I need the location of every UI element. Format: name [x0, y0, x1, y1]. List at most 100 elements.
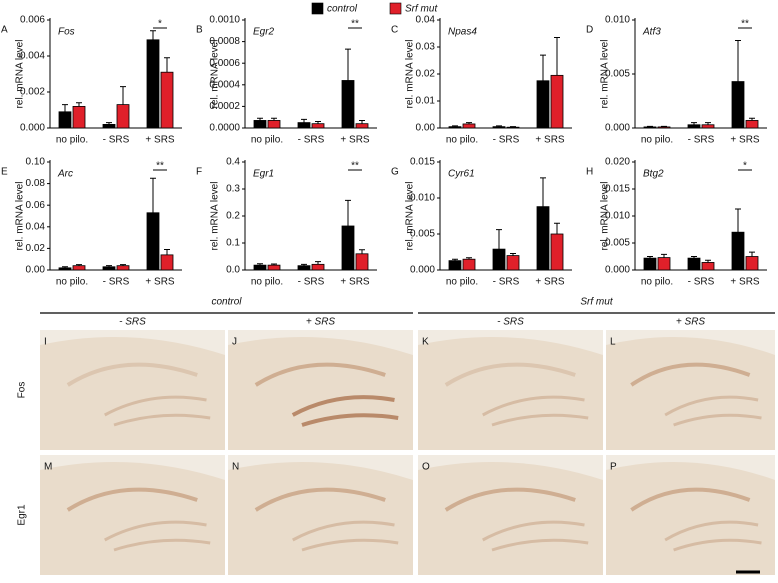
panel-letter: J	[232, 337, 237, 348]
y-tick-label: 0.005	[410, 229, 435, 240]
bar	[687, 257, 701, 271]
panel-letter: F	[196, 167, 202, 178]
error-bar	[271, 263, 277, 266]
error-bar	[496, 229, 502, 250]
bar	[160, 254, 174, 271]
gene-name: Arc	[57, 169, 73, 180]
cell-layer	[630, 362, 751, 387]
error-bar	[345, 199, 351, 226]
x-tick-label: + SRS	[340, 277, 370, 288]
error-bar	[164, 57, 170, 73]
y-tick-label: 0.0010	[209, 15, 240, 26]
cell-layer	[444, 362, 576, 387]
error-bar	[554, 222, 560, 234]
error-bar	[749, 251, 755, 257]
bar	[253, 120, 267, 129]
error-bar	[62, 266, 68, 268]
dentate-gyrus	[664, 395, 762, 427]
x-tick-label: no pilo.	[641, 135, 673, 146]
gene-name: Egr1	[253, 169, 274, 180]
y-tick-label: 0.1	[226, 238, 240, 249]
y-tick-label: 0.010	[605, 15, 630, 26]
error-bar	[301, 118, 307, 123]
x-tick-label: + SRS	[730, 135, 760, 146]
panel-letter: N	[232, 462, 239, 473]
y-tick-label: 0.3	[226, 184, 240, 195]
row-label: Egr1	[17, 504, 28, 526]
bar	[58, 267, 72, 271]
bar	[102, 266, 116, 271]
y-axis-label: rel. mRNA level	[600, 40, 611, 109]
y-tick-label: 0.005	[605, 69, 630, 80]
y-tick-label: 0.08	[26, 178, 46, 189]
y-tick-label: 0.000	[605, 123, 630, 134]
y-tick-label: 0.0006	[209, 58, 240, 69]
dentate-gyrus	[292, 520, 399, 552]
y-axis-label: rel. mRNA level	[600, 182, 611, 251]
bar	[701, 262, 715, 271]
dentate-gyrus	[291, 395, 399, 427]
y-axis-label: rel. mRNA level	[405, 182, 416, 251]
error-bar	[540, 54, 546, 81]
legend-label: control	[327, 4, 358, 15]
condition-label: - SRS	[497, 317, 524, 328]
bar	[550, 233, 564, 271]
y-tick-label: 0.015	[410, 157, 435, 168]
bar	[506, 126, 520, 129]
dentate-gyrus	[104, 520, 211, 552]
bar	[102, 124, 116, 129]
y-tick-label: 0.00	[26, 265, 46, 276]
bar	[657, 257, 671, 271]
bar	[643, 257, 657, 271]
y-tick-label: 0.0004	[209, 79, 240, 90]
error-bar	[106, 265, 112, 267]
error-bar	[661, 125, 667, 127]
x-tick-label: + SRS	[340, 135, 370, 146]
cell-layer	[66, 362, 198, 387]
panel-letter: K	[422, 337, 429, 348]
legend-swatch	[311, 2, 324, 15]
y-axis-label: rel. mRNA level	[210, 40, 221, 109]
y-axis-label: rel. mRNA level	[15, 182, 26, 251]
dentate-gyrus	[482, 520, 589, 552]
x-tick-label: + SRS	[145, 277, 175, 288]
legend-label: Srf mut	[405, 4, 438, 15]
bar	[311, 263, 325, 271]
bar	[643, 126, 657, 129]
tissue	[228, 462, 413, 575]
y-axis-label: rel. mRNA level	[405, 40, 416, 109]
cell-layer	[254, 362, 386, 387]
x-tick-label: no pilo.	[56, 277, 88, 288]
y-tick-label: 0.015	[605, 184, 630, 195]
error-bar	[540, 177, 546, 207]
bar	[687, 124, 701, 129]
error-bar	[735, 208, 741, 233]
error-bar	[749, 117, 755, 121]
panel-letter: H	[586, 167, 593, 178]
significance-label: *	[158, 19, 162, 30]
bar	[448, 126, 462, 129]
y-axis-label: rel. mRNA level	[15, 40, 26, 109]
error-bar	[510, 126, 516, 128]
x-tick-label: + SRS	[535, 135, 565, 146]
error-bar	[257, 117, 263, 121]
bar	[58, 111, 72, 129]
y-tick-label: 0.4	[226, 157, 240, 168]
y-tick-label: 0.000	[410, 265, 435, 276]
dentate-gyrus	[104, 395, 211, 427]
error-bar	[257, 263, 263, 266]
bar	[745, 256, 759, 271]
y-tick-label: 0.02	[416, 69, 436, 80]
error-bar	[62, 104, 68, 112]
y-tick-label: 0.010	[410, 193, 435, 204]
y-tick-label: 0.2	[226, 211, 240, 222]
bar	[550, 74, 564, 129]
tissue	[40, 337, 225, 450]
bar	[448, 260, 462, 271]
x-tick-label: - SRS	[688, 277, 715, 288]
error-bar	[554, 37, 560, 76]
bar	[267, 264, 281, 271]
error-bar	[705, 259, 711, 263]
bar	[731, 231, 745, 271]
